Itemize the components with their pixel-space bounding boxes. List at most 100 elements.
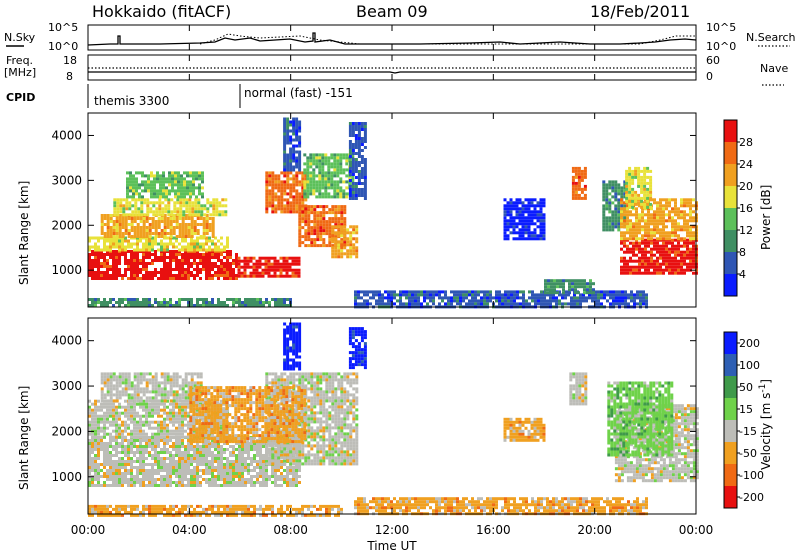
power-cell: [121, 217, 125, 220]
power-cell: [178, 223, 182, 226]
power-cell: [295, 207, 299, 211]
power-cell: [339, 189, 343, 193]
power-cell: [686, 241, 689, 245]
power-cell: [292, 120, 296, 124]
power-cell: [324, 171, 328, 175]
power-cell: [130, 271, 133, 274]
power-cell: [330, 177, 334, 181]
power-cell: [295, 189, 299, 193]
velocity-cell: [199, 457, 202, 460]
power-cell: [319, 229, 323, 233]
velocity-cell: [295, 472, 298, 475]
power-cell: [357, 125, 361, 128]
power-cell: [363, 185, 367, 188]
velocity-cell: [145, 484, 148, 487]
power-cell: [524, 216, 528, 220]
power-cell: [641, 247, 644, 251]
power-cell: [160, 268, 163, 271]
power-cell: [128, 207, 132, 211]
power-cell: [509, 219, 513, 223]
velocity-cell: [97, 442, 100, 445]
power-cell: [617, 207, 621, 211]
power-cell: [518, 213, 522, 217]
power-cell: [163, 271, 166, 274]
velocity-cell: [121, 478, 124, 481]
power-cell: [312, 156, 316, 160]
power-cell: [124, 248, 127, 252]
power-cell: [653, 219, 656, 223]
power-cell: [346, 240, 350, 244]
power-cell: [192, 171, 195, 175]
power-cell: [387, 302, 390, 306]
power-cell: [459, 290, 462, 294]
velocity-cell: [118, 466, 121, 469]
power-cell: [235, 277, 238, 280]
power-cell: [689, 259, 692, 263]
power-cell: [268, 183, 272, 187]
power-cell: [653, 268, 656, 272]
power-cell: [271, 207, 275, 211]
power-cell: [168, 180, 171, 184]
power-cell: [127, 298, 130, 301]
velocity-cell: [94, 466, 97, 469]
power-cell: [592, 291, 595, 295]
power-cell: [659, 237, 662, 241]
power-cell: [337, 211, 341, 215]
power-cell: [564, 296, 567, 300]
power-cell: [513, 290, 516, 294]
velocity-cell: [121, 439, 124, 442]
power-cell: [132, 195, 135, 199]
power-cell: [195, 195, 198, 199]
power-cell: [112, 262, 115, 265]
power-cell: [480, 290, 483, 294]
power-cell: [148, 242, 151, 246]
power-cell: [211, 253, 214, 256]
power-cell: [194, 213, 198, 217]
power-cell: [277, 298, 280, 301]
power-cell: [692, 237, 695, 241]
power-cell: [331, 252, 335, 256]
power-cell: [544, 279, 547, 283]
power-cell: [211, 262, 214, 265]
power-cell: [513, 299, 516, 303]
power-cell: [274, 174, 278, 178]
power-cell: [635, 265, 638, 269]
power-cell: [626, 213, 629, 217]
power-cell: [135, 177, 138, 181]
power-cell: [354, 185, 358, 188]
power-cell: [193, 242, 196, 246]
power-cell: [668, 210, 671, 214]
power-cell: [132, 183, 135, 187]
power-cell: [285, 265, 289, 269]
power-cell: [150, 189, 153, 193]
power-cell: [536, 234, 540, 238]
power-cell: [301, 189, 305, 193]
power-cell: [608, 228, 612, 232]
velocity-cell: [292, 475, 295, 478]
power-cell: [161, 213, 165, 217]
power-cell: [100, 220, 104, 223]
velocity-cell: [121, 472, 124, 475]
power-cell: [276, 259, 280, 263]
velocity-cell: [118, 481, 121, 484]
power-cell: [130, 250, 133, 253]
power-cell: [349, 243, 353, 247]
velocity-cell: [232, 472, 235, 475]
power-cell: [243, 274, 247, 278]
power-cell: [623, 183, 627, 187]
power-cell: [180, 180, 183, 184]
power-cell: [271, 186, 275, 190]
power-cell: [103, 277, 106, 280]
power-cell: [686, 250, 689, 254]
power-cell: [289, 186, 293, 190]
power-cell: [340, 205, 344, 209]
power-cell: [659, 253, 662, 257]
power-cell: [298, 183, 302, 187]
power-cell: [567, 302, 570, 306]
power-cell: [592, 282, 595, 286]
power-cell: [653, 213, 656, 217]
power-cell: [310, 208, 314, 212]
power-cell: [112, 268, 115, 271]
velocity-cell: [175, 469, 178, 472]
power-cell: [656, 207, 659, 211]
